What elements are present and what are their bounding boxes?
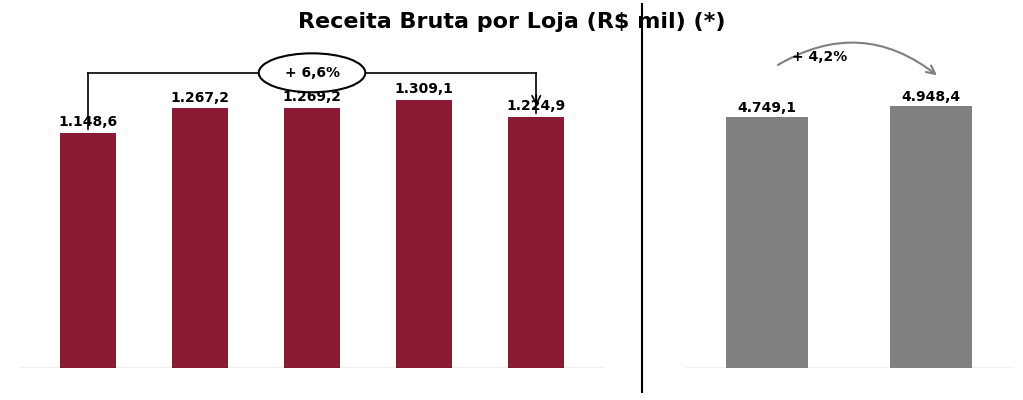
Bar xyxy=(890,106,972,368)
Bar xyxy=(59,132,116,368)
Bar xyxy=(396,100,452,368)
Bar xyxy=(284,108,340,368)
Text: 1.224,9: 1.224,9 xyxy=(506,99,566,113)
Bar xyxy=(508,117,565,368)
Text: 1.269,2: 1.269,2 xyxy=(282,90,342,104)
Text: 1.267,2: 1.267,2 xyxy=(171,90,229,104)
Text: 4.948,4: 4.948,4 xyxy=(901,90,961,104)
Ellipse shape xyxy=(259,53,365,92)
Text: + 6,6%: + 6,6% xyxy=(284,66,340,80)
Text: + 4,2%: + 4,2% xyxy=(792,50,847,64)
Text: 1.309,1: 1.309,1 xyxy=(395,82,453,96)
Bar xyxy=(726,117,808,368)
Text: Receita Bruta por Loja (R$ mil) (*): Receita Bruta por Loja (R$ mil) (*) xyxy=(298,12,725,32)
Bar xyxy=(172,108,228,368)
Text: 1.148,6: 1.148,6 xyxy=(58,115,118,129)
Text: 4.749,1: 4.749,1 xyxy=(738,101,797,115)
